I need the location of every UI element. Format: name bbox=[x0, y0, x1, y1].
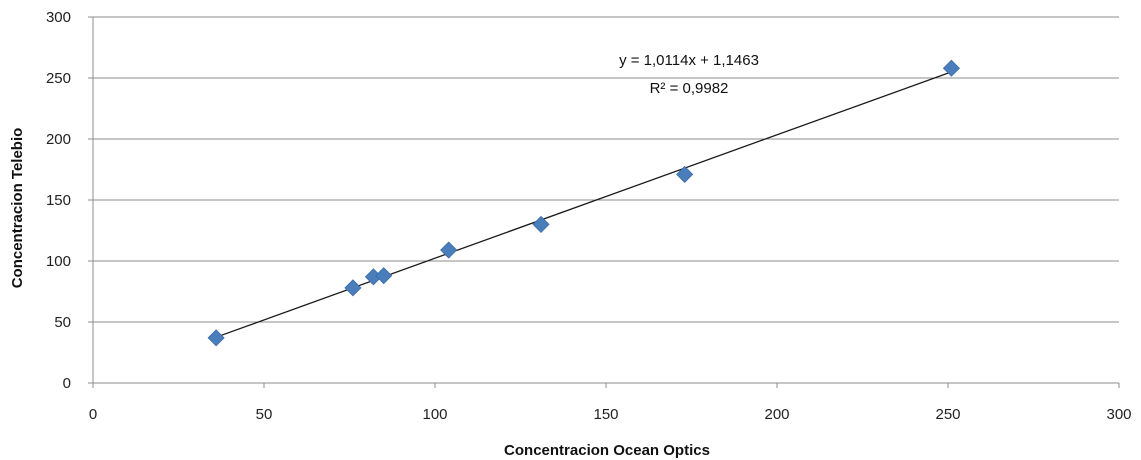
x-tick-label: 50 bbox=[256, 406, 273, 423]
x-tick-label: 200 bbox=[764, 406, 789, 423]
y-tick-label: 0 bbox=[63, 375, 71, 392]
y-tick-label: 250 bbox=[46, 70, 71, 87]
x-tick-label: 250 bbox=[935, 406, 960, 423]
trendline-r-squared: R² = 0,9982 bbox=[650, 80, 729, 97]
data-point bbox=[375, 267, 393, 285]
trendline-equation: y = 1,0114x + 1,1463 bbox=[619, 52, 759, 69]
y-tick-label: 50 bbox=[54, 314, 71, 331]
x-axis-title: Concentracion Ocean Optics bbox=[504, 442, 710, 459]
x-tick-label: 100 bbox=[422, 406, 447, 423]
y-tick-label: 150 bbox=[46, 192, 71, 209]
x-tick-label: 0 bbox=[89, 406, 97, 423]
data-point bbox=[942, 59, 960, 77]
data-points-layer bbox=[207, 59, 960, 347]
data-point bbox=[207, 329, 225, 347]
data-point bbox=[344, 279, 362, 297]
x-tick-label: 150 bbox=[593, 406, 618, 423]
grid-layer bbox=[93, 16, 1119, 323]
trendline-layer bbox=[215, 71, 952, 338]
data-point bbox=[532, 215, 550, 233]
trendline bbox=[215, 71, 952, 338]
y-tick-label: 100 bbox=[46, 253, 71, 270]
x-tick-label: 300 bbox=[1106, 406, 1131, 423]
data-point bbox=[676, 165, 694, 183]
y-tick-label: 200 bbox=[46, 131, 71, 148]
y-tick-label: 300 bbox=[46, 9, 71, 26]
axis-layer: 0 50 100 150 200 250 300 0 50 100 150 200 250 300 bbox=[46, 9, 1132, 423]
data-point bbox=[440, 241, 458, 259]
y-axis-title: Concentracion Telebio bbox=[9, 128, 26, 289]
